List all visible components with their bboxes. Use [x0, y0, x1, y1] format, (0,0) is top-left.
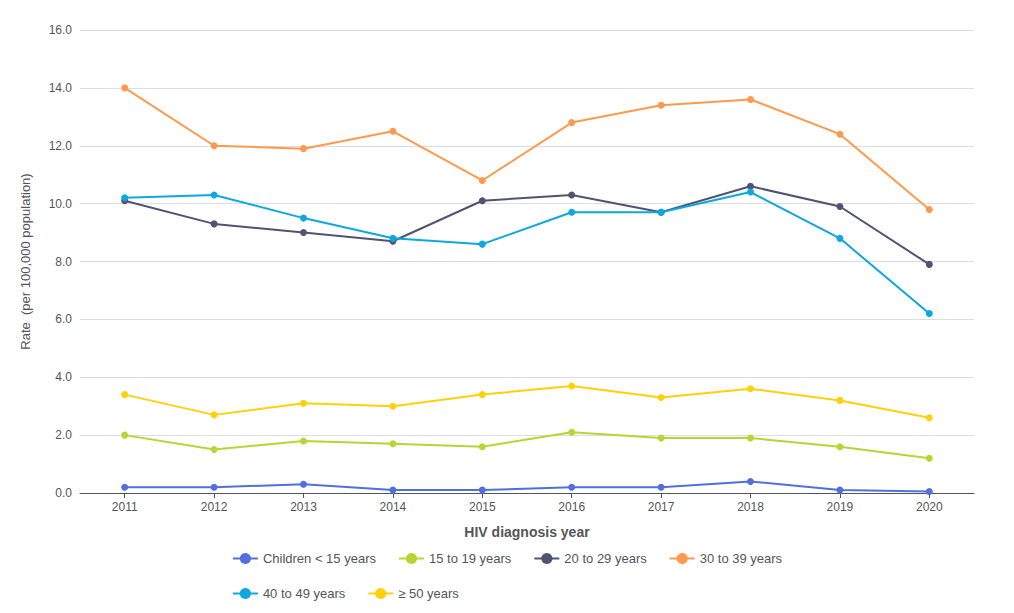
- svg-text:2017: 2017: [648, 500, 675, 514]
- svg-text:Rate (per 100,000 population): Rate (per 100,000 population): [18, 173, 33, 349]
- svg-text:2.0: 2.0: [55, 428, 72, 442]
- svg-text:2015: 2015: [469, 500, 496, 514]
- svg-text:2014: 2014: [380, 500, 407, 514]
- svg-text:2011: 2011: [112, 500, 138, 514]
- svg-text:14.0: 14.0: [49, 81, 73, 95]
- svg-text:2020: 2020: [916, 500, 943, 514]
- svg-text:Children < 15 years: Children < 15 years: [263, 551, 377, 566]
- svg-text:HIV diagnosis year: HIV diagnosis year: [464, 524, 590, 540]
- svg-text:8.0: 8.0: [55, 255, 72, 269]
- svg-text:20 to 29 years: 20 to 29 years: [564, 551, 647, 566]
- svg-text:6.0: 6.0: [55, 312, 72, 326]
- svg-text:2016: 2016: [558, 500, 585, 514]
- svg-text:4.0: 4.0: [55, 370, 72, 384]
- svg-text:2013: 2013: [290, 500, 317, 514]
- svg-text:12.0: 12.0: [49, 139, 73, 153]
- svg-text:2019: 2019: [827, 500, 854, 514]
- svg-text:10.0: 10.0: [49, 197, 73, 211]
- svg-text:15 to 19 years: 15 to 19 years: [429, 551, 512, 566]
- svg-text:40 to 49 years: 40 to 49 years: [263, 586, 346, 601]
- svg-text:2012: 2012: [201, 500, 228, 514]
- svg-text:0.0: 0.0: [55, 486, 72, 500]
- svg-text:30 to 39 years: 30 to 39 years: [700, 551, 783, 566]
- svg-text:2018: 2018: [737, 500, 764, 514]
- svg-text:≥ 50 years: ≥ 50 years: [398, 586, 459, 601]
- svg-text:16.0: 16.0: [49, 23, 73, 37]
